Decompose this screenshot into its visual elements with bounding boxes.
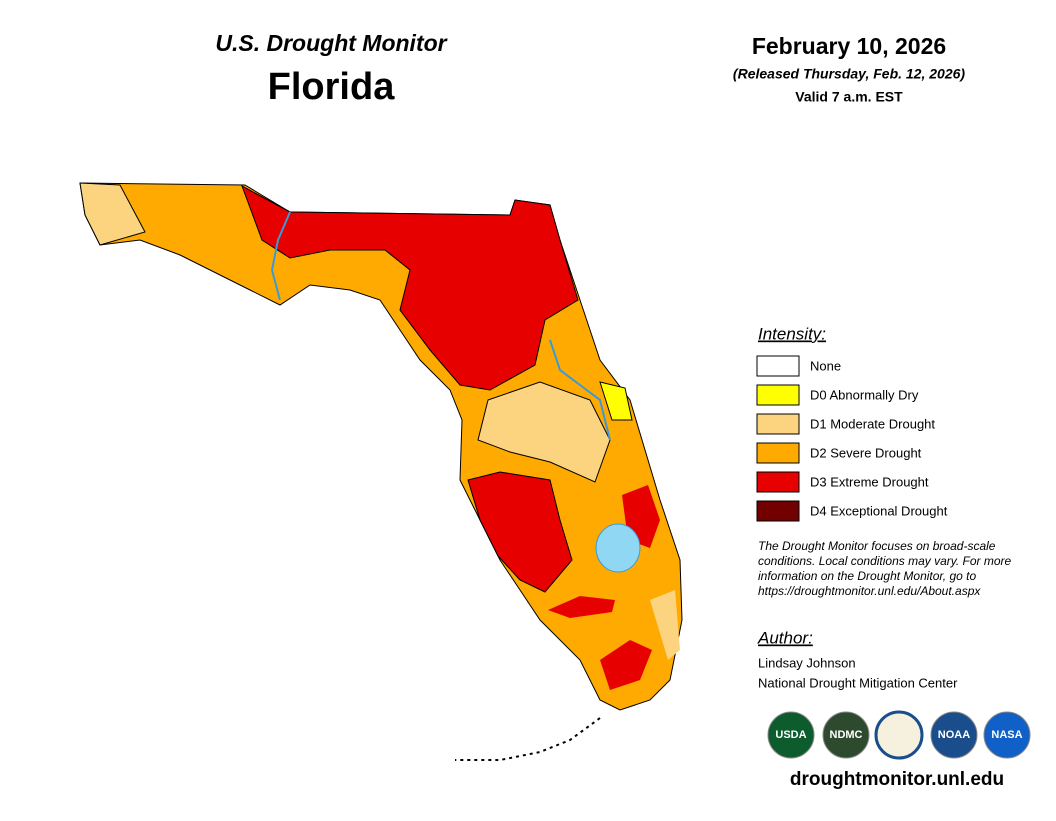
footer-url: droughtmonitor.unl.edu [790, 769, 1004, 790]
author-organization: National Drought Mitigation Center [758, 675, 958, 690]
legend-label: D2 Severe Drought [810, 445, 922, 460]
logo-badge [930, 711, 978, 759]
state-name: Florida [268, 66, 396, 108]
d1-region [650, 590, 680, 660]
legend: Intensity: None D0 Abnormally Dry D1 Moder… [756, 324, 948, 522]
d3-region [548, 596, 615, 618]
d0-region [599, 381, 633, 421]
d3-region [241, 184, 579, 391]
d3-region [600, 640, 652, 690]
logos: USDA NDMC NOAA NASA [767, 710, 1031, 760]
note-line: https://droughtmonitor.unl.edu/About.asp… [758, 584, 981, 598]
florida-keys [455, 717, 601, 761]
legend-label: D0 Abnormally Dry [810, 387, 919, 402]
legend-swatch [756, 355, 800, 377]
note: The Drought Monitor focuses on broad-sca… [758, 539, 1012, 598]
legend-label: D3 Extreme Drought [810, 474, 929, 489]
legend-label: D1 Moderate Drought [810, 416, 935, 431]
legend-swatch [756, 500, 800, 522]
legend-label: None [810, 358, 841, 373]
d3-region [467, 471, 573, 593]
legend-label: D4 Exceptional Drought [810, 503, 948, 518]
river [270, 211, 291, 301]
logo-badge [874, 710, 924, 760]
logo-text: NASA [991, 729, 1022, 741]
valid-time: Valid 7 a.m. EST [795, 89, 903, 105]
author-heading: Author: [757, 628, 813, 647]
logo-text: NDMC [830, 729, 863, 741]
note-line: The Drought Monitor focuses on broad-sca… [758, 539, 996, 553]
author-name: Lindsay Johnson [758, 655, 856, 670]
note-line: information on the Drought Monitor, go t… [758, 569, 976, 583]
legend-title: Intensity: [758, 324, 826, 343]
d1-region [79, 182, 146, 246]
legend-swatch [756, 413, 800, 435]
map-title: U.S. Drought Monitor [215, 30, 447, 56]
release-date: (Released Thursday, Feb. 12, 2026) [733, 66, 965, 82]
river [549, 339, 611, 441]
map-date: February 10, 2026 [752, 33, 946, 59]
legend-swatch [756, 384, 800, 406]
florida-map [79, 182, 683, 761]
logo-badge [983, 711, 1031, 759]
note-line: conditions. Local conditions may vary. F… [758, 554, 1012, 568]
logo-badge [767, 711, 815, 759]
legend-swatch [756, 471, 800, 493]
d1-region [477, 381, 611, 483]
logo-text: NOAA [938, 729, 970, 741]
legend-swatch [756, 442, 800, 464]
logo-text: USDA [775, 729, 806, 741]
lake-okeechobee [595, 523, 641, 573]
logo-badge [822, 711, 870, 759]
